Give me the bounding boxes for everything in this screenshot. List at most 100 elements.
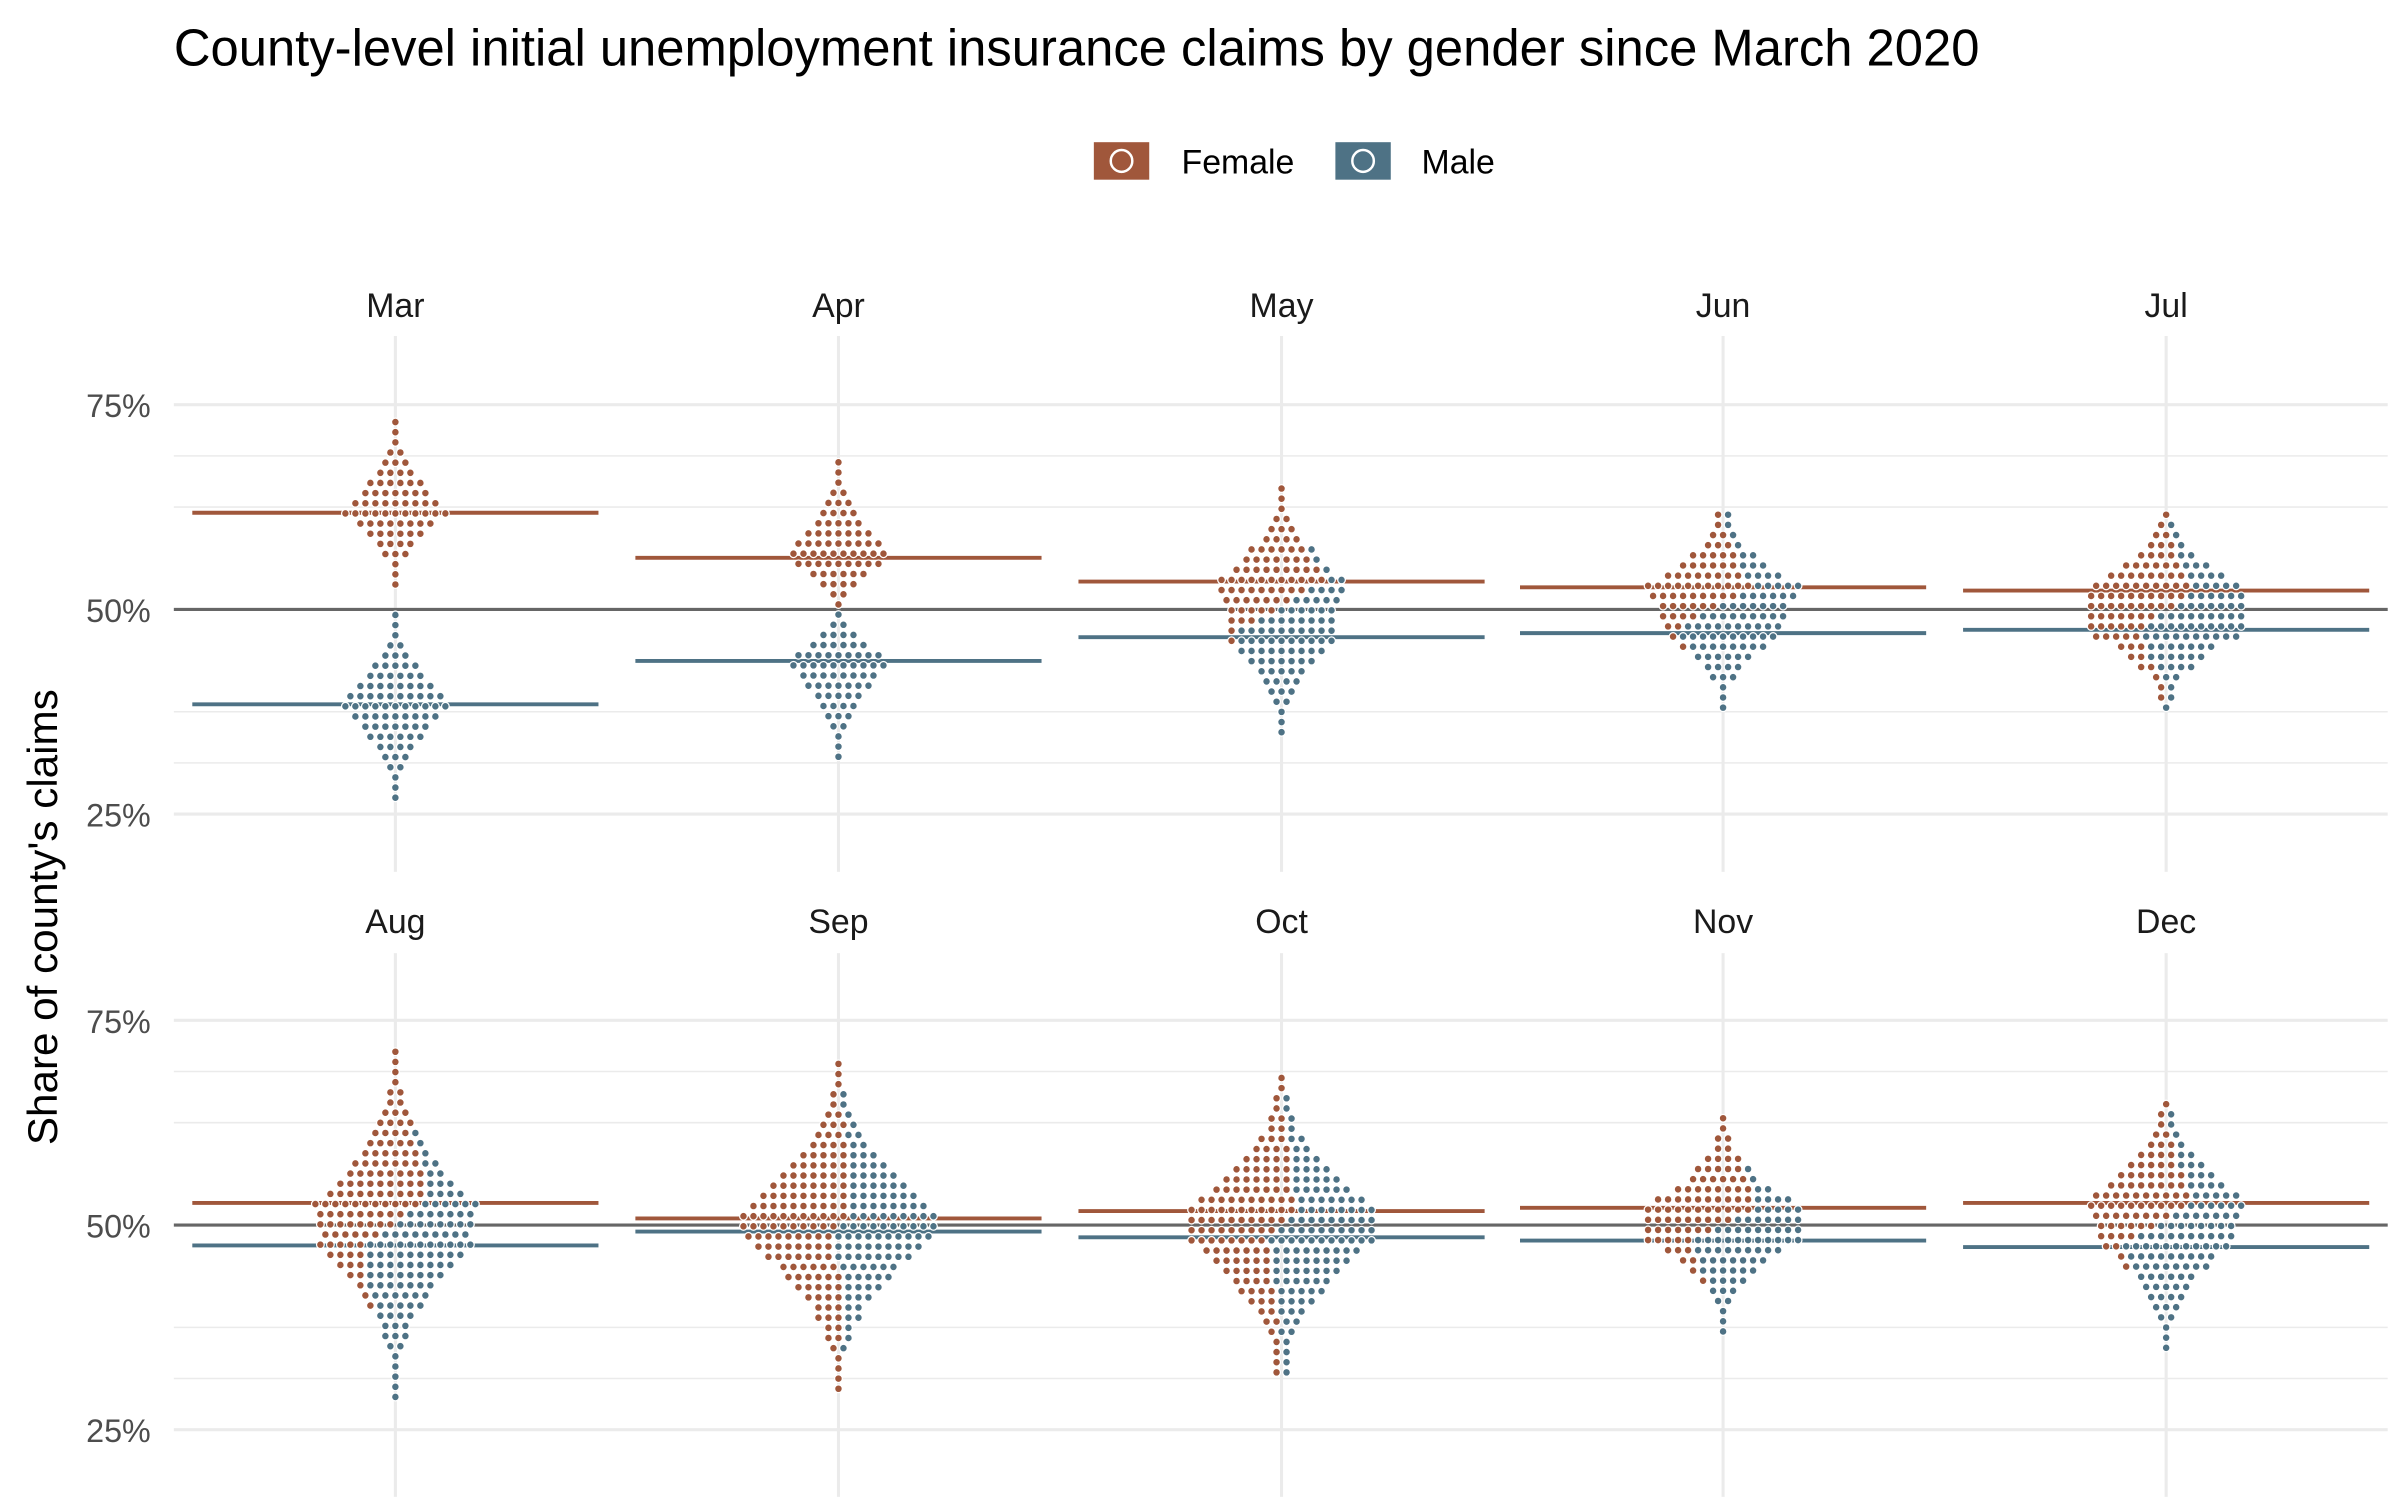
female-dot [819,1171,828,1181]
female-dot [1247,585,1257,595]
male-dot [919,1221,928,1231]
female-dot [1698,591,1708,601]
male-dot [395,1270,405,1280]
male-dot [854,1130,863,1140]
male-dot [819,660,828,670]
female-dot [829,1191,838,1201]
male-dot [1357,1215,1367,1225]
male-dot [1738,1265,1748,1276]
facet-label: Apr [812,287,865,325]
male-dot [869,670,878,681]
male-dot [1763,1194,1773,1204]
male-dot [1758,642,1768,652]
male-dot [2176,662,2186,672]
male-dot [859,1191,868,1201]
female-dot [420,508,430,518]
female-dot [1282,534,1292,544]
male-dot [904,1231,913,1241]
female-dot [395,1087,405,1097]
male-dot [889,1171,898,1181]
female-dot [859,549,868,559]
chart-title: County-level initial unemployment insura… [174,19,1980,76]
male-dot [390,701,400,711]
male-dot [2196,621,2206,631]
female-dot [395,1169,405,1179]
male-dot [435,1179,445,1189]
male-dot [2226,601,2236,611]
female-dot [819,1150,828,1160]
female-dot [1723,1194,1733,1204]
female-dot [1673,1225,1683,1235]
male-dot [1317,1215,1327,1225]
male-dot [1773,581,1783,591]
female-dot [1267,1225,1277,1235]
female-dot [844,539,853,549]
female-dot [365,529,375,539]
female-dot [1743,1194,1753,1204]
female-dot [410,498,420,508]
female-dot [1212,1256,1222,1266]
female-dot [360,1158,370,1168]
male-dot [1267,615,1277,626]
female-dot [824,1302,833,1313]
male-dot [400,752,410,762]
male-dot [1788,591,1798,601]
female-dot [2161,510,2171,520]
male-dot [415,1250,425,1260]
female-dot [1713,571,1723,581]
female-dot [2166,1201,2176,1211]
male-dot [1237,646,1247,656]
female-dot [1708,550,1718,560]
female-dot [834,1363,843,1373]
female-dot [1723,571,1733,581]
male-dot [410,711,420,721]
female-dot [834,1069,843,1079]
female-dot [814,539,823,549]
male-dot [809,660,818,670]
female-dot [864,559,873,569]
male-dot [1753,1245,1763,1255]
male-dot [844,691,853,701]
female-dot [1668,611,1678,621]
female-dot [405,1169,415,1179]
male-dot [375,732,385,742]
male-dot [1783,1194,1793,1204]
male-dot [1738,591,1748,601]
female-dot [1713,540,1723,550]
female-dot [1718,530,1728,540]
male-dot [834,752,843,762]
male-dot [1292,1266,1302,1276]
female-dot [2146,1201,2156,1211]
female-dot [874,559,883,569]
female-dot [864,528,873,538]
male-dot [1322,1246,1332,1256]
male-dot [854,650,863,660]
male-dot [1768,601,1778,611]
female-dot [829,1089,838,1099]
male-dot [869,1221,878,1231]
male-dot [1317,585,1327,595]
male-dot [839,640,848,650]
male-dot [849,1150,858,1160]
female-dot [365,1301,375,1311]
male-dot [435,1209,445,1219]
male-dot [1312,1266,1322,1276]
male-dot [2196,642,2206,652]
male-dot [365,1240,375,1250]
male-dot [2131,1241,2141,1251]
male-dot [1347,1215,1357,1225]
female-dot [789,549,798,559]
female-dot [390,427,400,437]
female-dot [1257,1286,1267,1296]
female-dot [1653,1215,1663,1225]
female-dot [385,1189,395,1199]
male-dot [2151,1262,2161,1272]
male-dot [1317,1286,1327,1296]
female-dot [1683,571,1693,581]
male-dot [1282,1276,1292,1286]
male-dot [1748,632,1758,642]
male-dot [2176,601,2186,611]
female-dot [335,1260,345,1270]
female-dot [1217,1225,1227,1235]
male-dot [2186,1180,2196,1190]
